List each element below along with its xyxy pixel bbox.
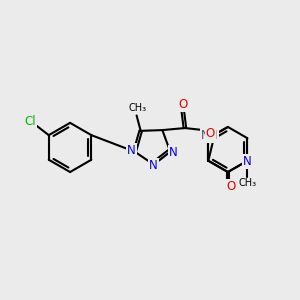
Text: N: N <box>127 144 136 157</box>
Text: NH: NH <box>201 129 218 142</box>
Text: CH₃: CH₃ <box>238 178 256 188</box>
Text: CH₃: CH₃ <box>129 103 147 113</box>
Text: N: N <box>243 155 252 168</box>
Text: N: N <box>149 159 158 172</box>
Text: O: O <box>206 127 215 140</box>
Text: O: O <box>226 180 236 193</box>
Text: O: O <box>178 98 188 111</box>
Text: N: N <box>169 146 177 159</box>
Text: Cl: Cl <box>25 115 36 128</box>
